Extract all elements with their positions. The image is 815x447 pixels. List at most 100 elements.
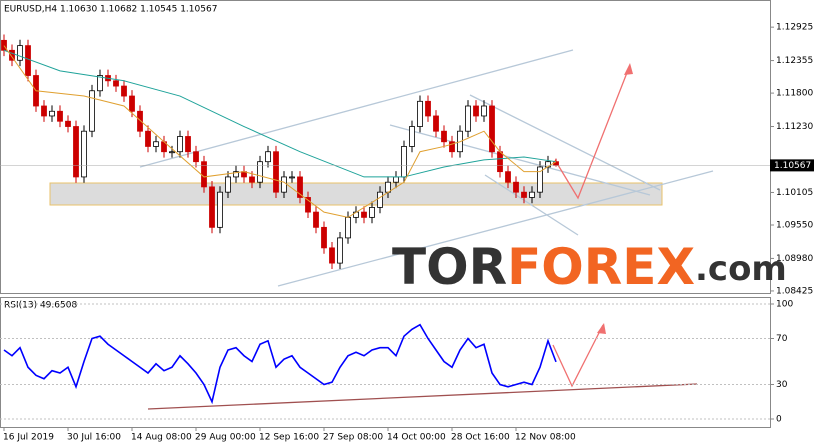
trend-line	[139, 49, 574, 168]
forecast-arrow	[554, 64, 631, 200]
candle-body	[313, 211, 319, 228]
watermark-part: FOREX	[507, 238, 695, 296]
candle-body	[113, 80, 119, 87]
candle-body	[297, 176, 303, 198]
rsi-title: RSI(13) 49.6508	[4, 301, 77, 311]
candle-body	[473, 105, 479, 117]
candle-body	[145, 130, 151, 147]
candle-body	[369, 207, 375, 218]
y-tick-label: 1.10105	[776, 188, 813, 198]
candle-body	[41, 105, 47, 117]
candle-body	[337, 237, 343, 264]
candle-body	[249, 176, 255, 183]
y-tick-label: 30	[776, 380, 788, 390]
candle-body	[345, 216, 351, 239]
candle-body	[89, 90, 95, 132]
candle-body	[129, 95, 135, 112]
candle-body	[97, 75, 103, 92]
candle-body	[233, 171, 239, 178]
x-tick-label: 29 Aug 00:00	[195, 433, 256, 443]
candle-body	[521, 191, 527, 198]
y-tick-label: 1.08980	[776, 254, 813, 264]
y-tick-label: 100	[776, 300, 793, 310]
support-zone	[49, 182, 663, 206]
x-tick-label: 16 Jul 2019	[3, 433, 54, 443]
candle-body	[153, 141, 159, 147]
watermark-part: TOR	[392, 238, 507, 296]
candle-body	[281, 176, 287, 193]
candle-body	[449, 141, 455, 153]
drawings	[49, 49, 714, 410]
trend-line	[484, 174, 579, 236]
x-tick-label: 14 Oct 00:00	[387, 433, 446, 443]
trend-line	[277, 170, 714, 287]
candle-body	[321, 226, 327, 249]
candle-body	[209, 186, 215, 228]
x-tick-label: 12 Nov 08:00	[515, 433, 576, 443]
candle-body	[257, 161, 263, 183]
y-tick-label: 1.09550	[776, 221, 813, 231]
moving-average	[3, 49, 557, 178]
candle-body	[489, 105, 495, 153]
candle-body	[289, 176, 295, 179]
candle-body	[65, 120, 71, 127]
candle-body	[193, 151, 199, 163]
x-tick-label: 14 Aug 08:00	[131, 433, 192, 443]
rsi-line	[3, 323, 557, 405]
moving-average	[3, 45, 557, 218]
candle-body	[137, 110, 143, 132]
chart-title: EURUSD,H4 1.10630 1.10682 1.10545 1.1056…	[4, 5, 217, 15]
candle-body	[225, 176, 231, 193]
last-price-box	[770, 159, 814, 172]
candle-body	[417, 100, 423, 127]
x-tick-label: 30 Jul 16:00	[67, 433, 121, 443]
candle-body	[393, 176, 399, 183]
y-tick-label: 0	[776, 415, 782, 425]
candle-body	[361, 211, 367, 218]
candle-body	[273, 151, 279, 193]
x-tick-label: 27 Sep 08:00	[323, 433, 383, 443]
watermark-part: .com	[695, 249, 787, 289]
price-panel	[0, 0, 771, 294]
candle-body	[57, 110, 63, 122]
candle-body	[537, 166, 543, 193]
candle-body	[265, 151, 271, 163]
candle-body	[121, 85, 127, 97]
candle-body	[305, 197, 311, 213]
candle-body	[433, 115, 439, 132]
candle-body	[377, 191, 383, 208]
candle-body	[465, 105, 471, 132]
y-tick-label: 1.11230	[776, 122, 813, 132]
trend-line	[389, 124, 651, 196]
y-tick-label: 1.12925	[776, 23, 813, 33]
candle-body	[425, 100, 431, 117]
arrow-head	[597, 323, 606, 334]
candle-body	[401, 146, 407, 178]
candle-body	[529, 191, 535, 198]
candle-body	[329, 247, 335, 264]
arrow-head	[624, 63, 633, 75]
candle-body	[49, 110, 55, 117]
rsi-trend-line	[147, 383, 698, 410]
candle-body	[17, 45, 23, 61]
candle-body	[81, 130, 87, 178]
candle-body	[505, 171, 511, 183]
rsi-panel	[0, 297, 771, 428]
candle-body	[9, 49, 15, 61]
candle-body	[409, 126, 415, 147]
candle-body	[481, 105, 487, 117]
trend-line	[469, 94, 661, 191]
candle-body	[185, 136, 191, 153]
candle-body	[217, 191, 223, 228]
last-price-label: 1.10567	[774, 161, 811, 171]
y-tick-label: 1.12355	[776, 56, 813, 66]
candle-body	[25, 45, 31, 76]
candle-body	[73, 126, 79, 178]
x-tick-label: 12 Sep 16:00	[259, 433, 319, 443]
candle-body	[1, 39, 7, 51]
rsi-forecast-arrow	[552, 324, 604, 388]
candle-body	[169, 151, 175, 154]
candle-body	[177, 136, 183, 153]
